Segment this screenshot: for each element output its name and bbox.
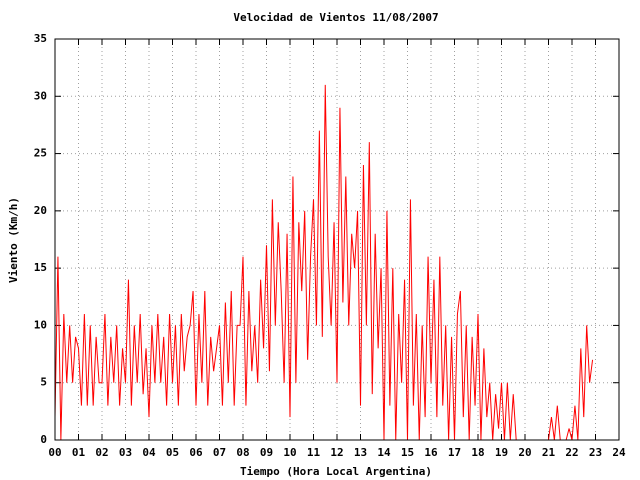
chart-title: Velocidad de Vientos 11/08/2007	[233, 11, 438, 24]
x-tick-label: 11	[307, 446, 321, 459]
x-tick-label: 01	[72, 446, 86, 459]
x-tick-label: 13	[354, 446, 367, 459]
y-tick-label: 20	[34, 204, 47, 217]
x-tick-label: 21	[542, 446, 556, 459]
x-tick-label: 18	[471, 446, 484, 459]
x-tick-label: 17	[448, 446, 461, 459]
x-tick-label: 00	[48, 446, 61, 459]
y-tick-label: 25	[34, 147, 47, 160]
y-axis-label: Viento (Km/h)	[7, 197, 20, 283]
x-tick-label: 06	[189, 446, 203, 459]
x-tick-label: 24	[612, 446, 626, 459]
y-tick-label: 30	[34, 89, 47, 102]
x-tick-label: 19	[495, 446, 508, 459]
x-tick-label: 12	[330, 446, 343, 459]
x-tick-label: 08	[236, 446, 249, 459]
x-axis-label: Tiempo (Hora Local Argentina)	[240, 465, 432, 478]
x-tick-label: 10	[283, 446, 296, 459]
x-tick-label: 20	[518, 446, 531, 459]
plot-border	[54, 38, 620, 441]
x-tick-label: 14	[377, 446, 391, 459]
y-tick-label: 5	[40, 376, 47, 389]
x-tick-label: 16	[424, 446, 438, 459]
x-tick-label: 22	[565, 446, 578, 459]
x-tick-label: 02	[95, 446, 108, 459]
x-tick-label: 05	[166, 446, 179, 459]
x-tick-label: 15	[401, 446, 414, 459]
x-tick-label: 07	[213, 446, 226, 459]
y-tick-label: 15	[34, 261, 47, 274]
x-tick-label: 23	[589, 446, 602, 459]
x-tick-label: 04	[142, 446, 156, 459]
y-tick-label: 35	[34, 32, 47, 45]
wind-line	[54, 84, 594, 441]
x-tick-label: 03	[119, 446, 132, 459]
x-tick-label: 09	[260, 446, 273, 459]
y-tick-label: 0	[40, 433, 47, 446]
y-tick-label: 10	[34, 318, 47, 331]
